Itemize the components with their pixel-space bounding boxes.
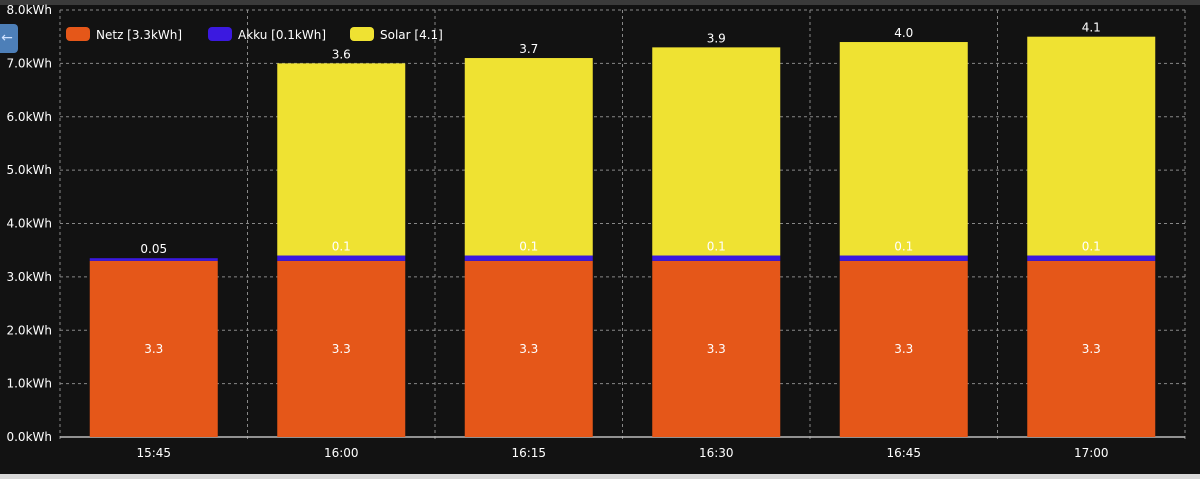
bar-netz <box>277 260 406 437</box>
legend-label: Akku [0.1kWh] <box>238 28 326 42</box>
bar-solar <box>464 58 593 256</box>
data-label-netz: 3.3 <box>707 342 726 356</box>
bar-akku <box>839 255 968 261</box>
bar-akku <box>652 255 781 261</box>
x-tick-label: 16:30 <box>699 446 734 460</box>
data-label-netz: 3.3 <box>894 342 913 356</box>
bar-solar <box>839 42 968 256</box>
data-label-solar: 4.1 <box>1082 21 1101 35</box>
x-tick-label: 17:00 <box>1074 446 1109 460</box>
bar-akku <box>277 255 406 261</box>
bar-netz <box>464 260 593 437</box>
data-label-solar: 4.0 <box>894 26 913 40</box>
x-tick-label: 15:45 <box>136 446 171 460</box>
legend-label: Solar [4.1] <box>380 28 443 42</box>
legend-label: Netz [3.3kWh] <box>96 28 182 42</box>
y-tick-label: 4.0kWh <box>6 217 52 231</box>
bar-solar <box>1027 36 1156 256</box>
data-label-akku: 0.1 <box>1082 240 1101 254</box>
top-bar <box>0 0 1200 5</box>
legend-swatch <box>350 27 374 41</box>
bar-solar <box>277 63 406 256</box>
bar-netz <box>89 260 218 437</box>
data-label-akku: 0.1 <box>332 240 351 254</box>
bar-akku <box>89 258 218 261</box>
data-label-akku: 0.1 <box>707 240 726 254</box>
x-tick-label: 16:45 <box>886 446 921 460</box>
data-label-netz: 3.3 <box>144 342 163 356</box>
bottom-bar <box>0 474 1200 479</box>
data-label-akku: 0.1 <box>894 240 913 254</box>
legend-swatch <box>66 27 90 41</box>
y-tick-label: 2.0kWh <box>6 323 52 337</box>
y-tick-label: 3.0kWh <box>6 270 52 284</box>
x-tick-label: 16:15 <box>511 446 546 460</box>
arrow-left-icon: ← <box>1 30 13 46</box>
bar-netz <box>839 260 968 437</box>
bar-akku <box>1027 255 1156 261</box>
bar-solar <box>652 47 781 256</box>
y-tick-label: 8.0kWh <box>6 3 52 17</box>
data-label-solar: 3.7 <box>519 42 538 56</box>
y-tick-label: 6.0kWh <box>6 110 52 124</box>
data-label-solar: 3.9 <box>707 31 726 45</box>
legend-swatch <box>208 27 232 41</box>
data-label-akku: 0.05 <box>140 242 167 256</box>
y-tick-label: 1.0kWh <box>6 377 52 391</box>
data-label-netz: 3.3 <box>332 342 351 356</box>
y-tick-label: 0.0kWh <box>6 430 52 444</box>
data-label-solar: 3.6 <box>332 47 351 61</box>
y-tick-label: 7.0kWh <box>6 56 52 70</box>
data-label-netz: 3.3 <box>519 342 538 356</box>
bar-akku <box>464 255 593 261</box>
bar-netz <box>1027 260 1156 437</box>
y-tick-label: 5.0kWh <box>6 163 52 177</box>
back-button[interactable]: ← <box>0 24 18 53</box>
x-tick-label: 16:00 <box>324 446 359 460</box>
bar-netz <box>652 260 781 437</box>
data-label-akku: 0.1 <box>519 240 538 254</box>
data-label-netz: 3.3 <box>1082 342 1101 356</box>
